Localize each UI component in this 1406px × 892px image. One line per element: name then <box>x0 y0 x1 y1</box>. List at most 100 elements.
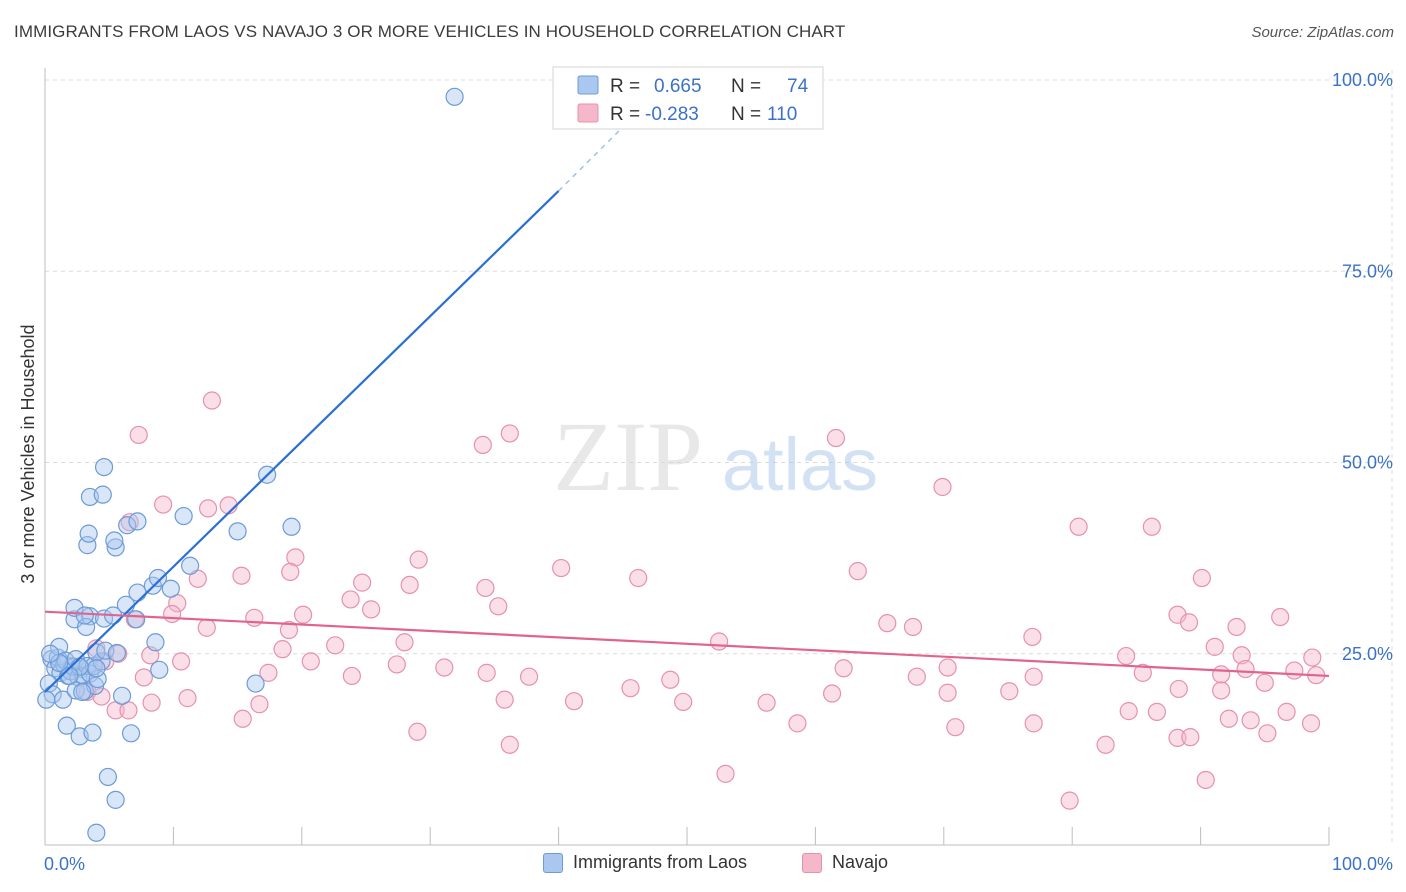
watermark: ZIP atlas <box>553 401 878 512</box>
navajo-point <box>1212 681 1231 700</box>
legend-swatch-laos <box>577 75 599 95</box>
legend-r-label-laos: R = <box>610 76 640 97</box>
navajo-point <box>1271 607 1290 627</box>
navajo-point <box>92 687 111 706</box>
navajo-point <box>232 566 251 585</box>
navajo-point <box>1060 791 1079 810</box>
navajo-point <box>342 666 361 686</box>
navajo-point <box>435 658 454 677</box>
legend-label-navajo: Navajo <box>832 852 889 872</box>
navajo-point <box>163 604 182 624</box>
laos-point <box>75 606 94 625</box>
navajo-point <box>409 550 428 569</box>
navajo-point <box>1227 617 1246 637</box>
navajo-point <box>1142 517 1161 536</box>
laos-points <box>37 87 464 842</box>
watermark-atlas: atlas <box>722 423 878 506</box>
laos-point <box>73 682 92 702</box>
navajo-point <box>1069 517 1088 536</box>
navajo-point <box>1205 637 1224 656</box>
navajo-point <box>245 608 264 627</box>
y-tick-label: 50.0% <box>1342 453 1393 473</box>
navajo-point <box>1133 663 1152 682</box>
navajo-point <box>1024 714 1043 733</box>
navajo-point <box>362 600 381 619</box>
navajo-point <box>1196 770 1215 790</box>
navajo-point <box>788 714 807 733</box>
bottom-legend: Immigrants from Laos Navajo <box>0 852 1406 878</box>
laos-point <box>228 522 247 541</box>
navajo-point <box>946 718 965 737</box>
navajo-point <box>477 663 496 682</box>
navajo-point <box>219 496 238 515</box>
navajo-point <box>1192 568 1211 588</box>
laos-point <box>93 485 112 504</box>
laos-point <box>106 538 125 557</box>
laos-point <box>174 506 193 526</box>
navajo-point <box>822 684 842 703</box>
navajo-point <box>519 667 539 686</box>
navajo-point <box>621 679 640 698</box>
navajo-point <box>250 695 269 714</box>
laos-point <box>146 633 165 652</box>
navajo-point <box>1096 735 1115 754</box>
navajo-point <box>172 652 191 671</box>
navajo-point <box>293 605 313 624</box>
navajo-point <box>552 558 571 578</box>
navajo-point <box>907 667 926 686</box>
legend-n-label-navajo: N = <box>731 104 761 125</box>
navajo-point <box>120 513 139 532</box>
navajo-point <box>1169 679 1188 699</box>
laos-point <box>80 607 100 626</box>
navajo-point <box>353 573 372 592</box>
laos-point <box>161 579 180 598</box>
navajo-trend-line <box>44 610 1330 678</box>
laos-point <box>107 643 127 663</box>
y-tick-label: 25.0% <box>1342 644 1393 664</box>
navajo-point <box>716 764 735 783</box>
legend-swatch-navajo <box>577 103 599 123</box>
navajo-point <box>500 735 519 754</box>
laos-point <box>41 644 60 663</box>
laos-point <box>96 641 115 660</box>
gridlines <box>45 70 1393 845</box>
laos-point <box>78 536 97 555</box>
navajo-point <box>1301 714 1321 733</box>
laos-point <box>98 767 118 787</box>
navajo-point <box>848 562 867 581</box>
navajo-point <box>281 562 300 581</box>
laos-point <box>118 516 137 535</box>
laos-point <box>180 556 200 575</box>
legend-r-value-navajo: -0.283 <box>645 104 699 125</box>
legend-item-laos[interactable]: Immigrants from Laos <box>543 852 747 873</box>
legend-item-navajo[interactable]: Navajo <box>802 852 888 873</box>
x-tick-label: 0.0% <box>44 854 85 874</box>
navajo-point <box>279 620 299 640</box>
laos-point <box>105 531 124 550</box>
navajo-point <box>489 597 508 616</box>
navajo-point <box>834 659 853 678</box>
laos-point <box>282 517 301 536</box>
laos-point <box>445 87 464 106</box>
navajo-point <box>1236 659 1255 679</box>
legend-label-laos: Immigrants from Laos <box>573 852 748 872</box>
navajo-point <box>938 658 957 677</box>
navajo-point <box>1232 646 1251 665</box>
tick-labels: 25.0% 50.0% 75.0% 100.0% 0.0% 100.0% <box>44 70 1393 874</box>
legend-n-label-laos: N = <box>731 76 761 97</box>
navajo-point <box>1179 613 1199 632</box>
legend-swatch-navajo-bottom <box>802 852 822 873</box>
navajo-point <box>400 575 419 595</box>
navajo-point <box>197 618 216 637</box>
navajo-point <box>198 499 218 518</box>
laos-point <box>76 617 96 637</box>
legend-n-value-navajo: 110 <box>767 104 797 125</box>
stats-legend: R = 0.665 N = 74 R = -0.283 N = 110 <box>552 66 824 130</box>
legend-n-value-laos: 74 <box>787 76 809 97</box>
navajo-point <box>476 578 495 598</box>
laos-point <box>246 674 265 693</box>
laos-point <box>37 690 56 709</box>
navajo-point <box>495 690 514 709</box>
legend-r-value-laos: 0.665 <box>654 76 702 97</box>
